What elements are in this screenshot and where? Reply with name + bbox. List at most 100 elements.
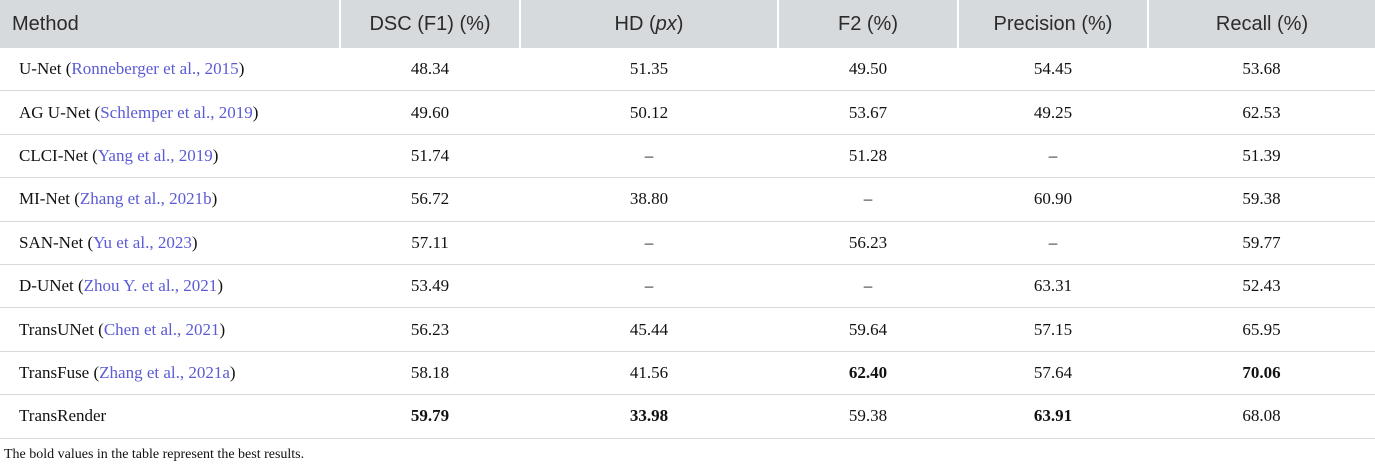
method-cell: D-UNet (Zhou Y. et al., 2021) (0, 264, 340, 309)
method-name: ) (191, 232, 198, 252)
value-cell: 48.34 (340, 48, 520, 92)
method-name: ) (219, 319, 226, 339)
method-name: AG U-Net ( (19, 102, 101, 122)
value-cell: 59.79 (340, 394, 520, 439)
method-name: MI-Net ( (19, 189, 80, 209)
value-cell: – (520, 134, 778, 179)
table-row: TransUNet (Chen et al., 2021) 56.23 45.44 5… (0, 307, 1375, 352)
citation-link[interactable]: Chen et al., 2021 (103, 319, 220, 339)
header-part: HD ( (614, 12, 656, 35)
citation-link[interactable]: Zhou Y. et al., 2021 (83, 276, 218, 296)
table-row: MI-Net (Zhang et al., 2021b) 56.72 38.80–6… (0, 177, 1375, 222)
value-cell: 53.49 (340, 264, 520, 309)
value-cell: 50.12 (520, 90, 778, 135)
value-cell: 56.23 (340, 307, 520, 352)
value-cell: 41.56 (520, 351, 778, 396)
value-cell: 49.50 (778, 48, 958, 92)
value-cell: 57.64 (958, 351, 1148, 396)
value-cell: 49.60 (340, 90, 520, 135)
value-cell: 58.18 (340, 351, 520, 396)
table-row: TransFuse (Zhang et al., 2021a) 58.18 41.5… (0, 351, 1375, 396)
method-cell: U-Net (Ronneberger et al., 2015) (0, 48, 340, 92)
method-cell: AG U-Net (Schlemper et al., 2019) (0, 90, 340, 135)
value-cell: 60.90 (958, 177, 1148, 222)
value-cell: 57.11 (340, 221, 520, 265)
table-body: U-Net (Ronneberger et al., 2015) 48.34 51.… (0, 48, 1375, 439)
table-row: D-UNet (Zhou Y. et al., 2021) 53.49– –63.3… (0, 264, 1375, 309)
column-header: F2 (%) (777, 0, 958, 48)
value-cell: 53.68 (1148, 48, 1375, 92)
citation-link[interactable]: Ronneberger et al., 2015 (71, 59, 239, 79)
value-cell: 54.45 (958, 48, 1148, 92)
header-part: ) (676, 12, 684, 35)
citation-link[interactable]: Schlemper et al., 2019 (100, 102, 253, 122)
value-cell: 51.74 (340, 134, 520, 179)
results-table: Method DSC (F1) (%) HD (px) F2 (%) Precision… (0, 0, 1375, 439)
value-cell: 33.98 (520, 394, 778, 439)
value-cell: 45.44 (520, 307, 778, 352)
method-name: TransRender (19, 406, 107, 426)
column-header: Precision (%) (957, 0, 1148, 48)
value-cell: 53.67 (778, 90, 958, 135)
method-cell: TransRender (0, 394, 340, 439)
value-cell: 56.23 (778, 221, 958, 265)
value-cell: – (520, 221, 778, 265)
table-row: CLCI-Net (Yang et al., 2019) 51.74–51.28–… (0, 134, 1375, 179)
value-cell: 63.31 (958, 264, 1148, 309)
column-header: Recall (%) (1147, 0, 1375, 48)
method-name: SAN-Net ( (19, 232, 94, 252)
value-cell: 57.15 (958, 307, 1148, 352)
citation-link[interactable]: Yu et al., 2023 (93, 232, 192, 252)
method-cell: TransUNet (Chen et al., 2021) (0, 307, 340, 352)
value-cell: 62.40 (778, 351, 958, 396)
value-cell: 52.43 (1148, 264, 1375, 309)
table-row: AG U-Net (Schlemper et al., 2019) 49.60 50… (0, 90, 1375, 135)
value-cell: 51.28 (778, 134, 958, 179)
method-name: CLCI-Net ( (19, 145, 98, 165)
table-header: Method DSC (F1) (%) HD (px) F2 (%) Precision… (0, 0, 1375, 48)
value-cell: – (778, 177, 958, 222)
method-name: TransFuse ( (19, 362, 100, 382)
method-name: ) (217, 276, 223, 296)
column-header: DSC (F1) (%) (339, 0, 520, 48)
method-name: ) (229, 362, 236, 382)
value-cell: 49.25 (958, 90, 1148, 135)
value-cell: 59.77 (1148, 221, 1375, 265)
value-cell: – (958, 134, 1148, 179)
value-cell: 51.35 (520, 48, 778, 92)
value-cell: – (958, 221, 1148, 265)
method-name: ) (238, 59, 245, 79)
value-cell: 70.06 (1148, 351, 1375, 396)
value-cell: 59.38 (778, 394, 958, 439)
value-cell: 63.91 (958, 394, 1148, 439)
citation-link[interactable]: Yang et al., 2019 (97, 145, 213, 165)
method-name: U-Net ( (19, 59, 72, 79)
value-cell: – (778, 264, 958, 309)
value-cell: – (520, 264, 778, 309)
method-cell: CLCI-Net (Yang et al., 2019) (0, 134, 340, 179)
value-cell: 51.39 (1148, 134, 1375, 179)
method-name: ) (252, 102, 259, 122)
method-name: ) (212, 145, 219, 165)
method-name: ) (211, 189, 218, 209)
method-name: D-UNet ( (19, 276, 84, 296)
column-header: HD (px) (519, 0, 778, 48)
method-cell: SAN-Net (Yu et al., 2023) (0, 221, 340, 265)
citation-link[interactable]: Zhang et al., 2021a (99, 362, 230, 382)
table-row: SAN-Net (Yu et al., 2023) 57.11–56.23–59.… (0, 221, 1375, 265)
header-row: Method DSC (F1) (%) HD (px) F2 (%) Precision… (0, 0, 1375, 48)
table-row: U-Net (Ronneberger et al., 2015) 48.34 51.… (0, 48, 1375, 92)
citation-link[interactable]: Zhang et al., 2021b (79, 189, 212, 209)
value-cell: 68.08 (1148, 394, 1375, 439)
value-cell: 59.38 (1148, 177, 1375, 222)
header-part: px (655, 12, 677, 35)
table-row: TransRender 59.79 33.98 59.38 63.91 68.08 (0, 394, 1375, 439)
value-cell: 59.64 (778, 307, 958, 352)
method-cell: MI-Net (Zhang et al., 2021b) (0, 177, 340, 222)
method-name: TransUNet ( (19, 319, 104, 339)
method-cell: TransFuse (Zhang et al., 2021a) (0, 351, 340, 396)
column-header: Method (0, 0, 340, 48)
value-cell: 56.72 (340, 177, 520, 222)
